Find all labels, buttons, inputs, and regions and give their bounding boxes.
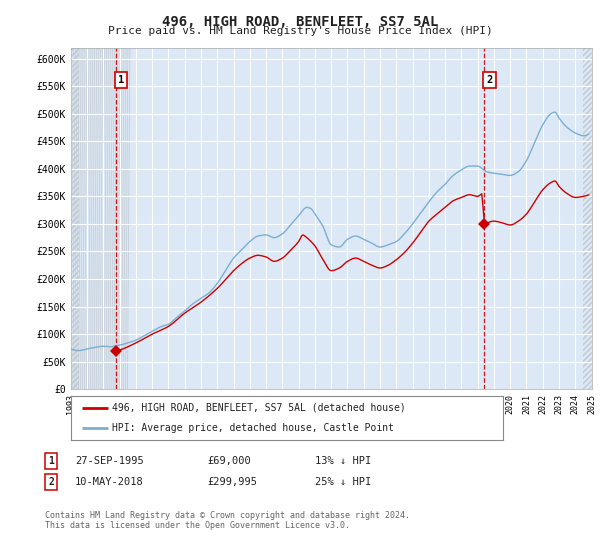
- Text: 1: 1: [48, 456, 54, 466]
- Text: 10-MAY-2018: 10-MAY-2018: [75, 477, 144, 487]
- Text: 25% ↓ HPI: 25% ↓ HPI: [315, 477, 371, 487]
- Text: HPI: Average price, detached house, Castle Point: HPI: Average price, detached house, Cast…: [112, 423, 394, 433]
- Text: £69,000: £69,000: [207, 456, 251, 466]
- Bar: [71, 48, 79, 389]
- Text: 13% ↓ HPI: 13% ↓ HPI: [315, 456, 371, 466]
- Text: Contains HM Land Registry data © Crown copyright and database right 2024.
This d: Contains HM Land Registry data © Crown c…: [45, 511, 410, 530]
- Text: 496, HIGH ROAD, BENFLEET, SS7 5AL: 496, HIGH ROAD, BENFLEET, SS7 5AL: [162, 15, 438, 29]
- Text: £299,995: £299,995: [207, 477, 257, 487]
- Text: 2: 2: [48, 477, 54, 487]
- Text: Price paid vs. HM Land Registry's House Price Index (HPI): Price paid vs. HM Land Registry's House …: [107, 26, 493, 36]
- Bar: [583, 48, 593, 389]
- Text: 2: 2: [486, 75, 493, 85]
- Text: 496, HIGH ROAD, BENFLEET, SS7 5AL (detached house): 496, HIGH ROAD, BENFLEET, SS7 5AL (detac…: [112, 403, 406, 413]
- Text: 1: 1: [118, 75, 124, 85]
- Text: 27-SEP-1995: 27-SEP-1995: [75, 456, 144, 466]
